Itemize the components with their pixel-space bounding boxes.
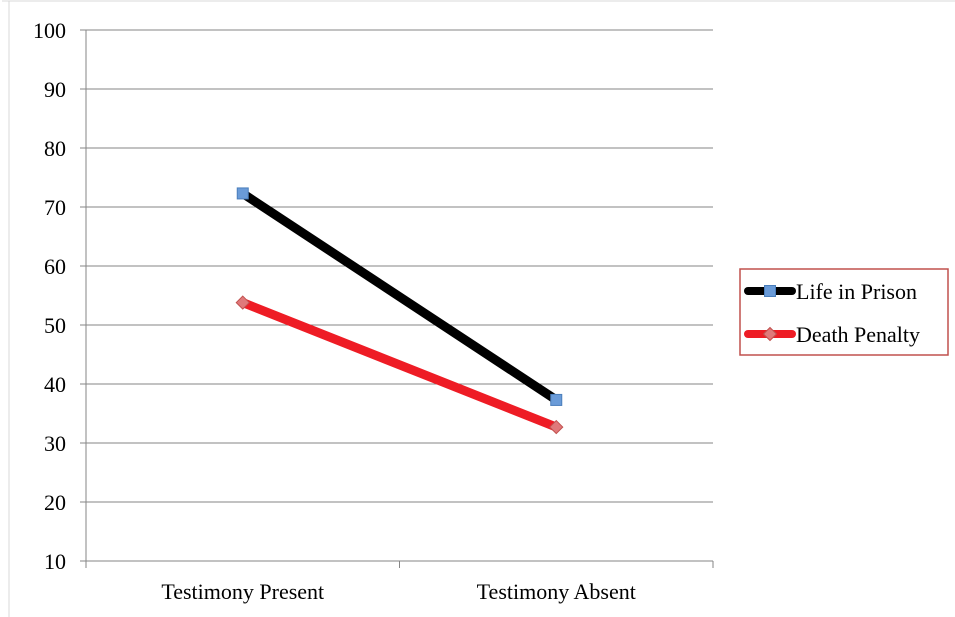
series-1	[235, 295, 564, 435]
y-tick-label-100: 100	[33, 18, 66, 43]
legend-swatch-marker-0	[764, 285, 776, 297]
y-tick-label-70: 70	[44, 195, 66, 220]
series-line-1	[238, 298, 561, 432]
y-tick-label-50: 50	[44, 313, 66, 338]
legend-label-1: Death Penalty	[796, 322, 920, 347]
y-tick-label-90: 90	[44, 77, 66, 102]
legend-box	[739, 268, 949, 356]
series-0-point-1	[550, 393, 563, 406]
x-category-label-1: Testimony Absent	[477, 579, 636, 604]
series-0-point-0	[236, 187, 249, 200]
y-tick-label-30: 30	[44, 431, 66, 456]
plot-series	[235, 187, 564, 435]
x-axis-category-labels: Testimony Present Testimony Absent	[161, 579, 636, 604]
series-1-point-0	[235, 295, 250, 310]
axes	[80, 29, 714, 568]
y-tick-label-40: 40	[44, 372, 66, 397]
series-1-point-1	[549, 419, 564, 435]
y-tick-label-80: 80	[44, 136, 66, 161]
y-tick-label-60: 60	[44, 254, 66, 279]
series-0	[236, 187, 563, 406]
legend: Life in Prison Death Penalty	[739, 268, 949, 356]
y-tick-label-10: 10	[44, 549, 66, 574]
legend-label-0: Life in Prison	[796, 279, 917, 304]
y-tick-label-20: 20	[44, 490, 66, 515]
legend-swatch-marker-1	[762, 326, 778, 342]
y-axis-tick-labels: 10 20 30 40 50 60 70 80 90 100	[33, 18, 66, 574]
x-category-label-0: Testimony Present	[161, 579, 324, 604]
gridlines	[86, 29, 713, 503]
series-line-0	[238, 188, 561, 405]
